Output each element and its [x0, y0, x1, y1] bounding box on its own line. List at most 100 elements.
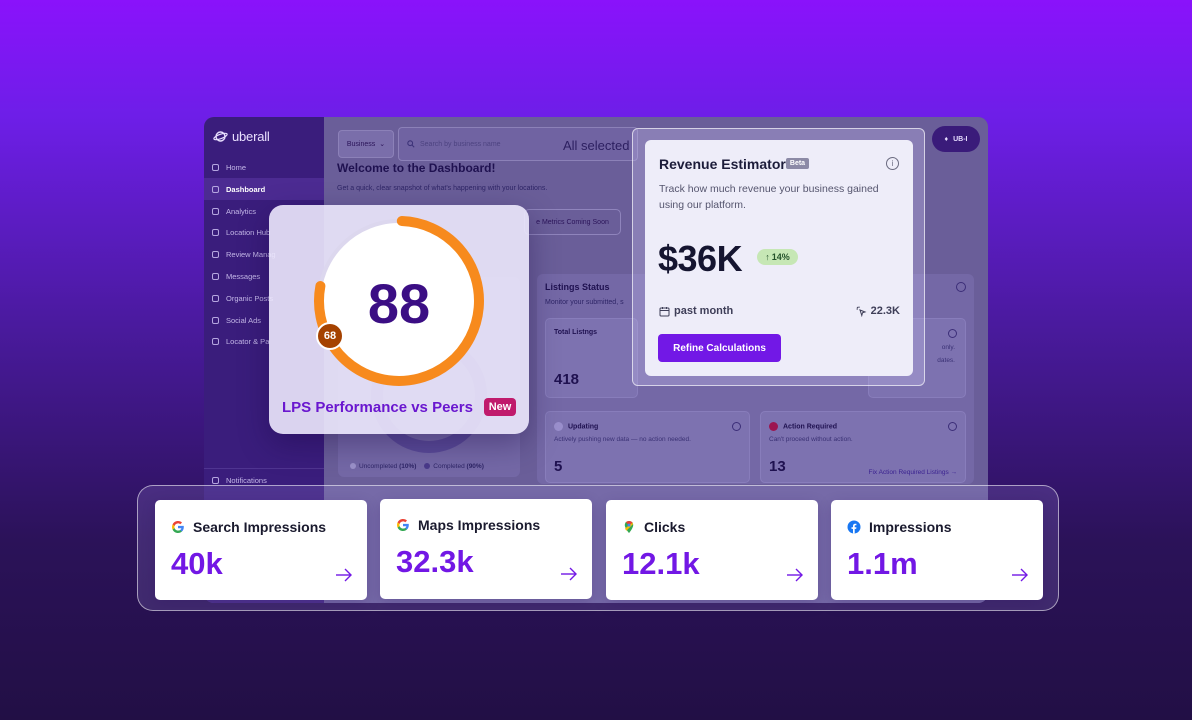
- info-icon[interactable]: [948, 329, 957, 338]
- metrics-coming-soon-tab[interactable]: e Metrics Coming Soon: [524, 209, 621, 235]
- beta-badge: Beta: [786, 158, 809, 169]
- metric-label: Clicks: [644, 519, 686, 535]
- sidebar-item-home[interactable]: Home: [204, 156, 324, 178]
- info-icon[interactable]: [732, 422, 741, 431]
- logo-text: uberall: [232, 129, 270, 144]
- revenue-estimator-card: Revenue Estimator Beta i Track how much …: [645, 140, 913, 376]
- metric-value: 1.1m: [847, 546, 918, 581]
- metric-card-facebook-impressions[interactable]: Impressions 1.1m: [831, 500, 1043, 600]
- cursor-click-icon: [856, 306, 867, 317]
- selection-text: All selected: [563, 138, 630, 153]
- arrow-right-icon[interactable]: [1011, 568, 1029, 582]
- uberall-logo[interactable]: uberall: [213, 129, 270, 144]
- sidebar-item-label: Dashboard: [226, 184, 266, 194]
- revenue-value: $36K: [658, 238, 743, 279]
- info-icon[interactable]: i: [886, 157, 899, 170]
- sidebar-item-dashboard[interactable]: Dashboard: [204, 178, 324, 200]
- search-placeholder: Search by business name: [420, 140, 501, 148]
- search-icon: [407, 140, 415, 148]
- revenue-change: 14%: [771, 252, 790, 262]
- updating-label: Updating: [554, 422, 598, 431]
- locator-icon: [212, 337, 219, 345]
- sidebar-item-messages[interactable]: Messages: [204, 265, 324, 287]
- sidebar-item-label: Messages: [226, 271, 261, 281]
- updating-desc: Actively pushing new data — no action ne…: [554, 436, 691, 443]
- updating-label-text: Updating: [568, 423, 599, 431]
- account-menu[interactable]: ♦ UB-I: [932, 126, 980, 152]
- sidebar-item-label: Home: [226, 162, 247, 172]
- metric-value: 40k: [171, 546, 223, 581]
- new-badge: New: [484, 398, 516, 416]
- legend-value: (10%): [399, 463, 417, 470]
- metric-card-maps-impressions[interactable]: Maps Impressions 32.3k: [380, 499, 592, 599]
- facebook-icon: [847, 520, 861, 534]
- legend-swatch: [424, 463, 431, 470]
- lps-card: 88 68 LPS Performance vs Peers New: [269, 205, 529, 434]
- sidebar-item-label: Review Manag: [226, 249, 276, 259]
- sync-icon: [554, 422, 563, 431]
- metric-card-search-impressions[interactable]: Search Impressions 40k: [155, 500, 367, 600]
- legend-swatch: [350, 463, 356, 470]
- action-required-label-text: Action Required: [783, 423, 838, 431]
- sidebar-item-social-ads[interactable]: Social Ads: [204, 309, 324, 331]
- action-required-label: Action Required: [769, 422, 837, 431]
- account-label: UB-I: [953, 135, 968, 143]
- social-ads-icon: [212, 316, 219, 324]
- sidebar-item-notifications[interactable]: Notifications: [204, 469, 324, 491]
- peer-score-badge: 68: [316, 322, 344, 350]
- chevron-down-icon: ⌄: [379, 141, 386, 148]
- legend-value: (90%): [466, 463, 484, 470]
- posts-icon: [212, 294, 219, 302]
- lps-label: LPS Performance vs Peers: [282, 399, 473, 416]
- sidebar-item-organic-posts[interactable]: Organic Posts: [204, 287, 324, 309]
- metric-label: Search Impressions: [193, 519, 327, 535]
- user-icon: ♦: [944, 135, 949, 143]
- location-pin-icon: [212, 228, 219, 236]
- arrow-right-icon[interactable]: [786, 568, 804, 582]
- page-subtitle: Get a quick, clear snapshot of what's ha…: [337, 185, 548, 192]
- arrow-right-icon[interactable]: [335, 568, 353, 582]
- google-maps-pin-icon: [624, 521, 634, 533]
- sidebar-item-review-management[interactable]: Review Manag: [204, 243, 324, 265]
- google-icon: [397, 519, 409, 531]
- clicks-value: 22.3K: [870, 305, 900, 317]
- sidebar-item-label: Locator & Pa: [226, 336, 270, 346]
- fix-listings-link[interactable]: Fix Action Required Listings →: [868, 469, 957, 476]
- info-icon[interactable]: [948, 422, 957, 431]
- action-required-desc: Can't proceed without action.: [769, 436, 853, 443]
- messages-icon: [212, 272, 219, 280]
- metric-card-clicks[interactable]: Clicks 12.1k: [606, 500, 818, 600]
- bell-icon: [212, 476, 219, 484]
- page-title: Welcome to the Dashboard!: [337, 161, 496, 175]
- listings-box-text: only.: [941, 344, 955, 351]
- business-dropdown[interactable]: Business ⌄: [338, 130, 394, 158]
- total-listings-box: Total Listngs 418: [545, 318, 638, 398]
- clicks-label: 22.3K: [856, 305, 900, 317]
- sidebar-item-label: Location Hub: [226, 227, 271, 237]
- metric-value: 32.3k: [396, 544, 474, 579]
- calendar-icon: [659, 306, 670, 316]
- business-dropdown-label: Business: [346, 140, 376, 148]
- metric-header: Maps Impressions: [396, 517, 540, 533]
- metric-header: Search Impressions: [171, 519, 326, 535]
- metric-value: 12.1k: [622, 546, 700, 581]
- arrow-right-icon[interactable]: [560, 567, 578, 581]
- legend-label: Completed: [433, 463, 465, 470]
- sidebar-item-locator[interactable]: Locator & Pa: [204, 330, 324, 352]
- sidebar-divider: [204, 468, 324, 469]
- action-required-value: 13: [769, 458, 786, 475]
- revenue-description: Track how much revenue your business gai…: [659, 183, 879, 211]
- sidebar-item-location-hub[interactable]: Location Hub: [204, 221, 324, 243]
- refine-calculations-button[interactable]: Refine Calculations: [658, 334, 781, 362]
- total-listings-label: Total Listngs: [554, 329, 598, 336]
- listings-box-text: dates.: [937, 357, 955, 364]
- lps-score: 88: [367, 272, 431, 335]
- total-listings-value: 418: [554, 371, 580, 388]
- period-label: past month: [659, 305, 733, 317]
- home-icon: [212, 163, 219, 171]
- search-input[interactable]: Search by business name All selected: [398, 127, 638, 161]
- info-icon[interactable]: [956, 282, 966, 292]
- listings-title: Listings Status: [545, 282, 610, 292]
- sidebar-item-analytics[interactable]: Analytics: [204, 200, 324, 222]
- revenue-title: Revenue Estimator: [659, 156, 786, 172]
